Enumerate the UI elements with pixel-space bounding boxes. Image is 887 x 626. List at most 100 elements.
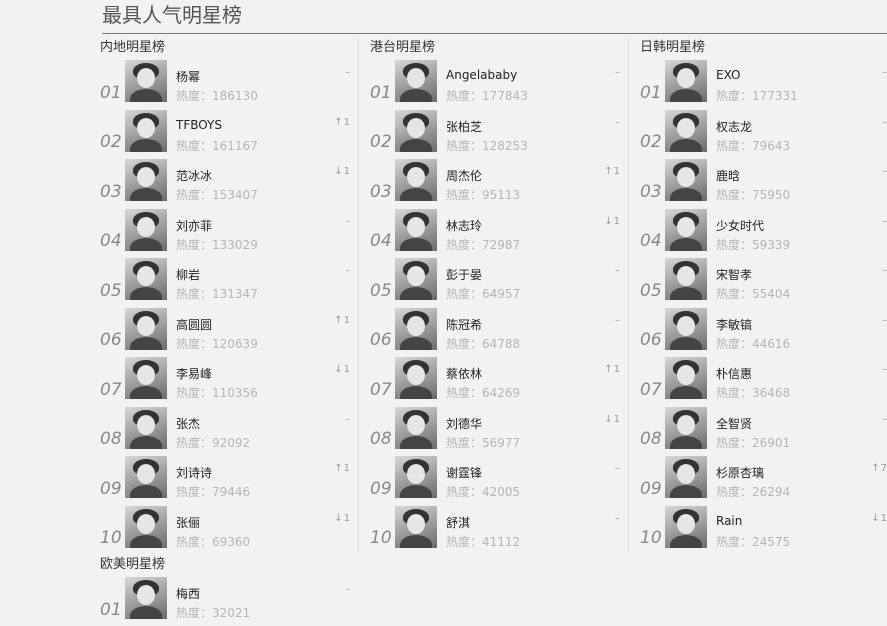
celebrity-name[interactable]: 陈冠希: [446, 317, 483, 332]
celebrity-name[interactable]: 少女时代: [716, 218, 765, 233]
avatar[interactable]: [125, 109, 167, 152]
list-item[interactable]: 06 高圆圆 热度：120639 ↑1: [100, 307, 358, 357]
list-item[interactable]: 09 谢霆锋 热度：42005 –: [370, 455, 628, 505]
avatar[interactable]: [125, 159, 167, 201]
celebrity-name[interactable]: 张杰: [176, 416, 201, 431]
avatar[interactable]: [125, 505, 167, 548]
list-item[interactable]: 04 林志玲 热度：72987 ↓1: [370, 208, 628, 258]
avatar[interactable]: [125, 357, 167, 399]
list-item[interactable]: 10 舒淇 热度：41112 –: [370, 505, 628, 555]
celebrity-name[interactable]: Angelababy: [446, 68, 518, 82]
celebrity-name[interactable]: TFBOYS: [176, 117, 222, 132]
avatar[interactable]: [395, 307, 437, 350]
celebrity-name[interactable]: 全智贤: [716, 416, 753, 431]
list-item[interactable]: 10 Rain 热度：24575 ↓1: [640, 505, 887, 555]
avatar[interactable]: [665, 159, 707, 201]
list-item[interactable]: 06 陈冠希 热度：64788 –: [370, 307, 628, 357]
avatar[interactable]: [665, 456, 707, 498]
avatar[interactable]: [665, 357, 707, 399]
list-item[interactable]: 07 李易峰 热度：110356 ↓1: [100, 356, 358, 406]
celebrity-name[interactable]: Rain: [716, 513, 743, 528]
avatar[interactable]: [125, 406, 167, 449]
celebrity-name[interactable]: 柳岩: [176, 268, 201, 282]
avatar[interactable]: [665, 258, 707, 300]
avatar[interactable]: [125, 258, 167, 300]
list-item[interactable]: 06 李敏镐 热度：44616 –: [640, 307, 887, 357]
celebrity-name[interactable]: 杨幂: [176, 70, 201, 84]
celebrity-name[interactable]: 高圆圆: [176, 317, 213, 332]
section-title[interactable]: 日韩明星榜: [640, 40, 706, 55]
avatar[interactable]: [395, 406, 437, 449]
list-item[interactable]: 10 张俪 热度：69360 ↓1: [100, 505, 358, 555]
celebrity-name[interactable]: 林志玲: [446, 218, 483, 233]
avatar[interactable]: [665, 406, 707, 449]
celebrity-name[interactable]: 李敏镐: [716, 317, 753, 332]
celebrity-name[interactable]: 权志龙: [716, 119, 753, 134]
list-item[interactable]: 08 张杰 热度：92092 –: [100, 406, 358, 456]
avatar[interactable]: [395, 60, 437, 102]
list-item[interactable]: 07 朴信惠 热度：36468 –: [640, 356, 887, 406]
celebrity-name[interactable]: 刘亦菲: [176, 218, 213, 233]
list-item[interactable]: 03 周杰伦 热度：95113 ↑1: [370, 158, 628, 208]
avatar[interactable]: [125, 307, 167, 350]
avatar[interactable]: [125, 577, 167, 619]
celebrity-name[interactable]: 谢霆锋: [446, 466, 483, 480]
list-item[interactable]: 05 彭于晏 热度：64957 –: [370, 257, 628, 307]
celebrity-name[interactable]: 蔡依林: [446, 367, 483, 381]
celebrity-name[interactable]: 刘诗诗: [176, 466, 213, 480]
list-item[interactable]: 09 杉原杏璃 热度：26294 ↑7: [640, 455, 887, 505]
avatar[interactable]: [665, 505, 707, 548]
celebrity-name[interactable]: 杉原杏璃: [716, 466, 765, 480]
avatar[interactable]: [665, 307, 707, 350]
list-item[interactable]: 02 张柏芝 热度：128253 –: [370, 109, 628, 159]
celebrity-name[interactable]: 张俪: [176, 515, 201, 530]
list-item[interactable]: 03 鹿晗 热度：75950 –: [640, 158, 887, 208]
celebrity-name[interactable]: 彭于晏: [446, 268, 483, 282]
list-item[interactable]: 01 杨幂 热度：186130 –: [100, 59, 358, 109]
list-item[interactable]: 08 全智贤 热度：26901 –: [640, 406, 887, 456]
celebrity-name[interactable]: 舒淇: [446, 515, 471, 530]
heat-score: 热度：131347: [176, 285, 258, 302]
celebrity-name[interactable]: 鹿晗: [716, 169, 741, 183]
avatar[interactable]: [395, 159, 437, 201]
list-item[interactable]: 05 柳岩 热度：131347 –: [100, 257, 358, 307]
celebrity-name[interactable]: 刘德华: [446, 416, 483, 431]
list-item[interactable]: 02 权志龙 热度：79643 –: [640, 109, 887, 159]
celebrity-name[interactable]: 宋智孝: [716, 268, 753, 282]
avatar[interactable]: [125, 456, 167, 498]
celebrity-name[interactable]: 梅西: [176, 587, 201, 601]
avatar[interactable]: [125, 60, 167, 102]
section-title[interactable]: 内地明星榜: [100, 40, 166, 55]
heat-value: 92092: [212, 435, 251, 450]
avatar[interactable]: [665, 208, 707, 251]
list-item[interactable]: 01 Angelababy 热度：177843 –: [370, 59, 628, 109]
section-title[interactable]: 港台明星榜: [370, 40, 436, 55]
celebrity-name[interactable]: 范冰冰: [176, 169, 213, 183]
avatar[interactable]: [395, 505, 437, 548]
list-item[interactable]: 04 少女时代 热度：59339 –: [640, 208, 887, 258]
avatar[interactable]: [395, 258, 437, 300]
section-title[interactable]: 欧美明星榜: [100, 557, 166, 572]
avatar[interactable]: [125, 208, 167, 251]
avatar[interactable]: [395, 456, 437, 498]
list-item[interactable]: 09 刘诗诗 热度：79446 ↑1: [100, 455, 358, 505]
list-item[interactable]: 05 宋智孝 热度：55404 –: [640, 257, 887, 307]
celebrity-name[interactable]: 朴信惠: [716, 367, 753, 381]
avatar[interactable]: [395, 208, 437, 251]
celebrity-name[interactable]: 张柏芝: [446, 119, 483, 134]
celebrity-name[interactable]: EXO: [716, 68, 741, 82]
list-item[interactable]: 03 范冰冰 热度：153407 ↓1: [100, 158, 358, 208]
list-item[interactable]: 07 蔡依林 热度：64269 ↑1: [370, 356, 628, 406]
celebrity-name[interactable]: 李易峰: [176, 367, 213, 381]
list-item[interactable]: 02 TFBOYS 热度：161167 ↑1: [100, 109, 358, 159]
list-item[interactable]: 01 EXO 热度：177331 –: [640, 59, 887, 109]
avatar[interactable]: [665, 109, 707, 152]
celebrity-name[interactable]: 周杰伦: [446, 169, 483, 183]
list-item[interactable]: 04 刘亦菲 热度：133029 –: [100, 208, 358, 258]
avatar[interactable]: [395, 357, 437, 399]
list-item[interactable]: 08 刘德华 热度：56977 ↓1: [370, 406, 628, 456]
heat-score: 热度：44616: [716, 335, 790, 352]
list-item[interactable]: 01 梅西 热度：32021 –: [100, 576, 358, 626]
avatar[interactable]: [665, 60, 707, 102]
avatar[interactable]: [395, 109, 437, 152]
